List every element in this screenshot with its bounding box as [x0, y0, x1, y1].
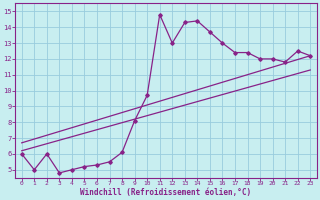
X-axis label: Windchill (Refroidissement éolien,°C): Windchill (Refroidissement éolien,°C)	[80, 188, 252, 197]
